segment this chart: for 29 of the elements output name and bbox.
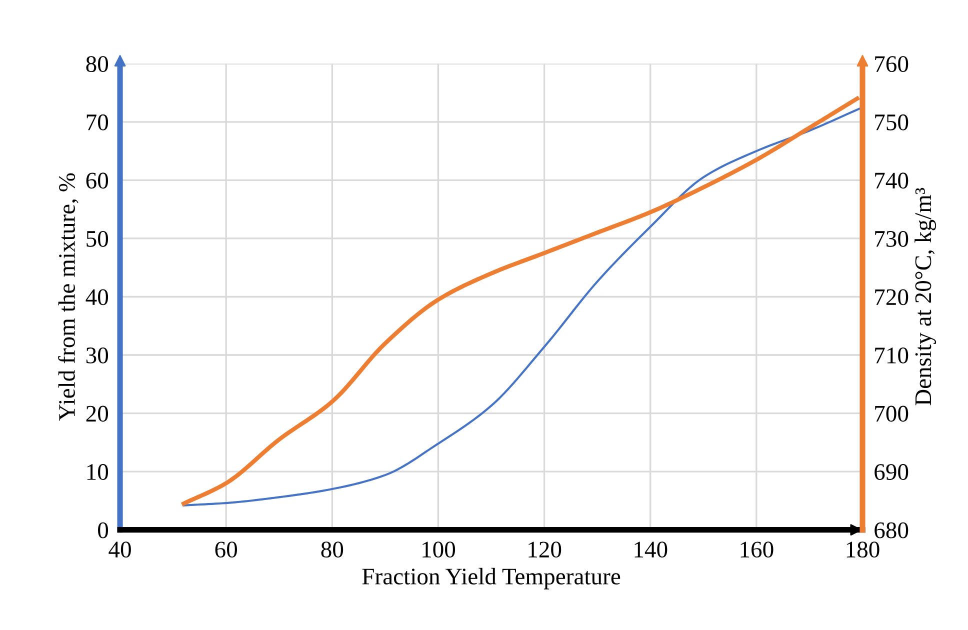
y-tick-label: 0	[98, 522, 108, 538]
y-tick-label: 50	[86, 230, 108, 247]
y2-tick-label: 700	[875, 406, 908, 422]
x-tick-label: 160	[740, 542, 774, 558]
x-tick-label: 80	[321, 542, 344, 558]
y-tick-label: 40	[86, 289, 108, 306]
y-axis-title: Yield from the mixture, %	[58, 173, 78, 421]
y2-tick-label: 740	[875, 172, 908, 189]
x-axis-title: Fraction Yield Temperature	[362, 568, 620, 590]
x-tick-label: 40	[108, 542, 131, 558]
y2-tick-label: 710	[875, 347, 908, 364]
y2-tick-label: 720	[875, 289, 908, 306]
y2-axis-title: Density at 20°C, kg/m³	[914, 188, 936, 406]
y2-tick-label: 750	[875, 114, 908, 130]
y-tick-label: 20	[86, 406, 108, 422]
y2-tick-label: 690	[874, 464, 908, 480]
y2-tick-label: 760	[875, 56, 908, 72]
x-tick-label: 60	[215, 542, 238, 558]
x-tick-label: 100	[422, 542, 456, 558]
y-tick-label: 80	[86, 56, 108, 72]
y2-tick-label: 680	[874, 522, 908, 538]
x-tick-label: 120	[528, 542, 562, 558]
x-tick-label: 140	[634, 542, 668, 558]
y-tick-label: 10	[87, 464, 108, 480]
x-tick-label: 180	[846, 542, 880, 558]
y2-tick-label: 730	[875, 230, 908, 247]
y-tick-label: 60	[86, 172, 108, 189]
y-tick-label: 30	[86, 347, 108, 364]
y-tick-label: 70	[86, 114, 108, 130]
